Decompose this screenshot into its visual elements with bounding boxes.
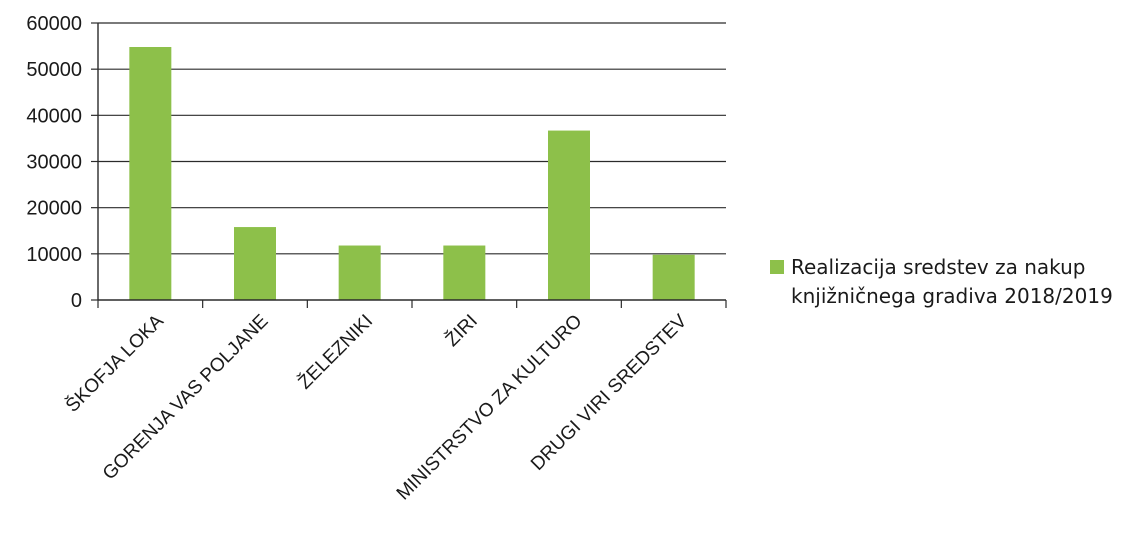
y-tick-label: 30000 [26, 152, 82, 174]
bar [129, 47, 172, 300]
bars [129, 47, 695, 300]
legend: Realizacija sredstev za nakup knjižnične… [770, 253, 1113, 311]
y-tick-label: 0 [71, 290, 82, 312]
bar [234, 227, 276, 300]
legend-label: Realizacija sredstev za nakup knjižnične… [791, 253, 1113, 311]
bar [652, 254, 695, 300]
gridlines [98, 22, 726, 255]
legend-label-line-1: Realizacija sredstev za nakup [791, 255, 1086, 279]
bar [338, 245, 381, 300]
legend-swatch [770, 260, 784, 274]
y-tick-label: 60000 [26, 13, 82, 35]
y-tick-label: 40000 [26, 105, 82, 127]
y-tick-label: 20000 [26, 198, 82, 220]
x-category-label: MINISTRSTVO ZA KULTURO [393, 311, 587, 505]
legend-label-line-2: knjižničnega gradiva 2018/2019 [791, 284, 1113, 308]
x-category-label: ŠKOFJA LOKA [61, 310, 168, 417]
y-axis-tick-labels: 0 10000 20000 30000 40000 50000 60000 [26, 13, 82, 312]
bar [443, 245, 486, 300]
bar [548, 130, 590, 300]
y-tick-label: 10000 [26, 244, 82, 266]
axes [91, 22, 727, 308]
x-category-label: ŽIRI [441, 310, 482, 351]
x-category-label: ŽELEZNIKI [294, 310, 377, 393]
y-tick-label: 50000 [26, 59, 82, 81]
x-category-label: GORENJA VAS POLJANE [99, 311, 273, 485]
